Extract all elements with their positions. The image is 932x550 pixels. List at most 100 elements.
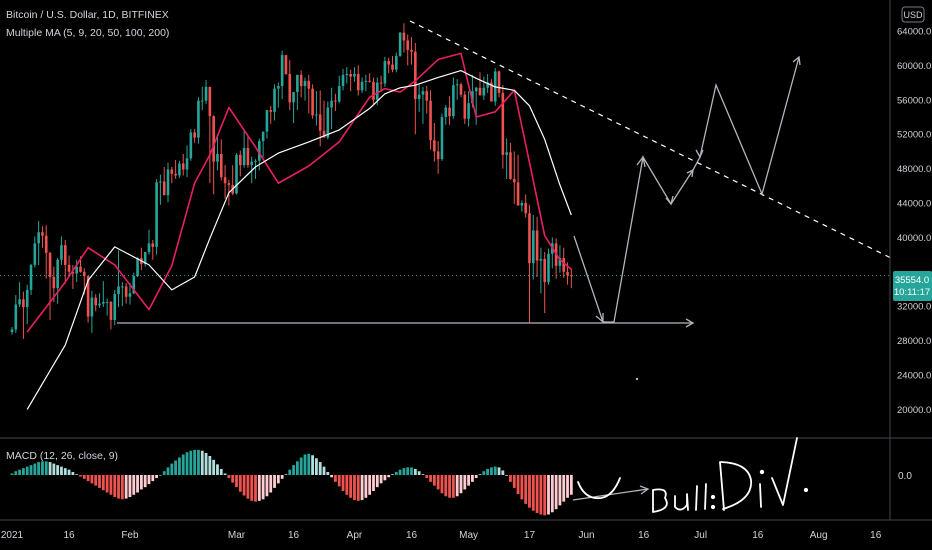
macd-histogram-bar [402,468,406,475]
candle-body [147,243,151,253]
macd-histogram-bar [29,465,33,475]
handwritten-annotation[interactable] [577,437,809,513]
candle-body [505,152,508,155]
macd-histogram-bar [82,475,86,479]
macd-histogram-bar [178,457,181,475]
macd-histogram-bar [166,467,170,475]
candle-body [349,74,352,77]
candle-body [67,264,71,272]
candle-body [512,178,516,183]
main-candle-pane[interactable] [0,23,890,410]
candle-body [307,80,311,89]
candle-body [356,74,360,91]
time-tick-label: Aug [810,530,828,541]
macd-histogram-bar [531,475,535,511]
candle-body [341,74,345,87]
time-tick-label: 16 [406,530,418,541]
macd-histogram-bar [193,449,197,475]
candle-body [75,266,78,274]
macd-pane[interactable] [10,437,809,516]
support-arrowhead [685,318,695,328]
candle-body [105,301,109,303]
macd-histogram-bar [33,463,37,475]
candle-body [353,74,356,77]
macd-histogram-bar [528,475,531,508]
macd-histogram-bar [25,466,29,475]
candle-body [219,153,223,178]
right-price-scale[interactable]: 64000.0 60000.0 56000.0 52000.0 48000.0 44000… [889,0,932,520]
macd-histogram-bar [75,474,79,475]
macd-histogram-bar [238,475,242,492]
macd-histogram-bar [448,475,451,498]
macd-histogram-bar [136,475,139,493]
macd-histogram-bar [250,475,254,501]
drawings[interactable] [117,20,894,381]
candle-body [121,286,124,288]
macd-histogram-bar [98,475,101,488]
candle-body [337,86,341,102]
macd-histogram-bar [56,465,60,475]
macd-histogram-bar [566,475,569,498]
macd-histogram-bar [451,475,455,498]
macd-histogram-bar [432,475,436,486]
macd-histogram-bar [208,456,212,475]
candle-body [558,258,562,266]
macd-histogram-bar [181,454,185,475]
macd-histogram-bar [387,475,391,478]
macd-histogram-bar [200,450,204,475]
macd-histogram-bar [261,475,265,500]
macd-histogram-bar [219,468,223,475]
currency-badge[interactable] [901,6,925,23]
macd-histogram-bar [349,475,353,498]
candle-body [497,71,501,93]
candle-body [94,297,98,306]
candle-body [516,182,520,206]
macd-histogram-bar [501,470,505,475]
candle-body [398,32,402,56]
macd-histogram-bar [394,471,398,475]
macd-histogram-bar [509,475,512,482]
macd-legend[interactable]: MACD (12, 26, close, 9) [6,450,119,462]
candle-body [166,169,170,196]
candle-body [37,232,40,244]
macd-histogram-bar [425,475,429,479]
candle-body [174,173,177,176]
candle-body [455,84,459,86]
macd-histogram-bar [497,467,501,475]
candle-body [429,100,432,141]
divergence-arrow[interactable] [572,488,649,501]
candle-body [387,61,390,65]
macd-histogram-bar [284,474,288,475]
candle-body [383,61,387,84]
candle-body [292,92,295,103]
macd-histogram-bar [139,475,143,490]
macd-histogram-bar [143,475,147,488]
macd-histogram-bar [471,475,474,482]
candle-body [566,271,569,276]
price-tick-label: 40000.0 [897,233,931,244]
candle-body [547,253,550,283]
symbol-title[interactable]: Bitcoin / U.S. Dollar, 1D, BITFINEX [6,9,169,21]
projection-path[interactable] [573,56,800,323]
indicator-legend[interactable]: Multiple MA (5, 9, 20, 50, 100, 200) [6,27,170,39]
macd-histogram-bar [554,475,558,510]
macd-histogram-bar [71,471,75,475]
macd-histogram-bar [216,464,219,475]
macd-histogram-bar [276,475,280,484]
macd-histogram-bar [63,468,67,475]
macd-histogram-bar [79,475,82,477]
macd-histogram-bar [337,475,341,487]
macd-histogram-bar [204,452,208,475]
candle-body [463,94,467,119]
candle-body [136,258,139,277]
candle-body [98,303,101,306]
candle-body [448,107,451,117]
macd-histogram-bar [375,475,379,488]
candle-body [185,158,189,170]
macd-histogram-bar [520,475,524,500]
macd-histogram-bar [292,465,295,475]
macd-histogram-bar [391,474,394,475]
macd-histogram-bar [265,475,269,497]
time-axis[interactable]: 2021 16 Feb Mar 16 Apr 16 May 17 Jun 16 Jul 16 Aug 16 [0,519,932,541]
